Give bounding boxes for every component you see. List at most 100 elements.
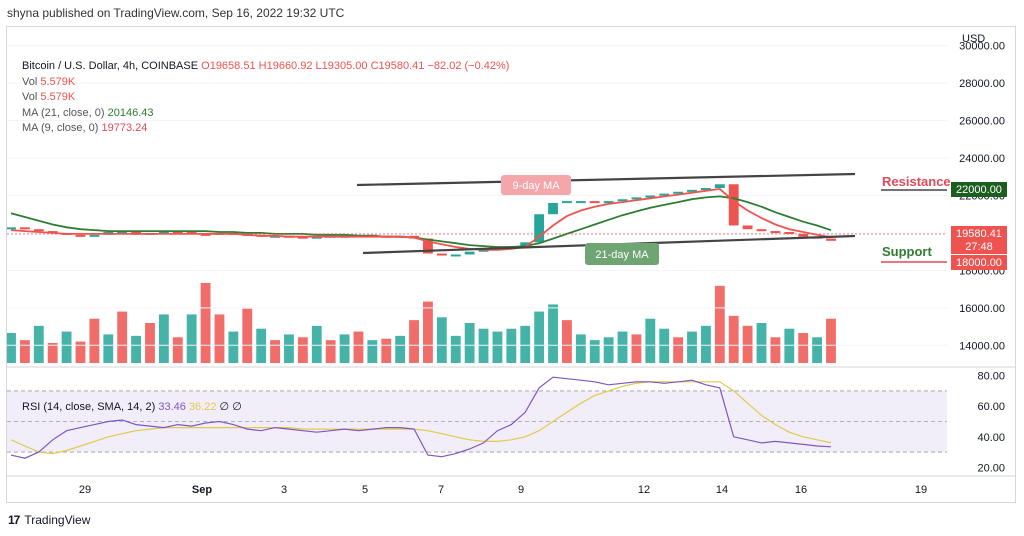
countdown-value: 27:48	[965, 241, 993, 253]
tradingview-brand: TradingView	[24, 513, 91, 527]
time-tick-label: 5	[362, 484, 368, 496]
resistance-label: Resistance	[882, 174, 951, 189]
volume-bar	[7, 333, 16, 363]
volume-bar	[436, 317, 447, 363]
volume-bar	[548, 304, 558, 363]
price-tick-label: 30000.00	[959, 41, 1005, 53]
price-candle	[798, 233, 809, 237]
volume-bar	[381, 338, 392, 363]
ohlc-high: H19660.92	[258, 60, 313, 72]
volume-bar	[742, 325, 753, 363]
volume-bar	[575, 334, 586, 363]
volume-bar	[61, 331, 72, 363]
ma21-label: MA (21, close, 0)	[22, 106, 105, 119]
ma9-row: MA (9, close, 0) 19773.24	[22, 121, 509, 137]
volume-bar	[339, 334, 350, 363]
price-grid	[7, 45, 947, 346]
price-candle	[742, 225, 753, 230]
time-tick-label: 14	[716, 484, 728, 496]
volume-bar	[367, 340, 378, 363]
volume-bar	[728, 315, 739, 363]
price-candle	[756, 229, 767, 232]
support-level-value: 18000.00	[956, 257, 1002, 269]
volume-bar	[242, 308, 253, 363]
price-candle	[297, 236, 308, 239]
rsi-tick-label: 80.00	[977, 371, 1005, 383]
rsi-na-2: ∅	[232, 401, 242, 413]
volume-bar	[506, 328, 517, 363]
volume-bar	[145, 323, 155, 363]
price-candle	[714, 184, 725, 189]
volume-bar	[687, 331, 697, 363]
volume-bar	[353, 331, 364, 363]
vol-label: Vol	[22, 75, 38, 88]
ma9-callout-label: 9-day MA	[512, 180, 560, 192]
volume-bar	[325, 340, 336, 363]
volume-bar	[562, 320, 572, 363]
price-candle	[603, 201, 614, 204]
volume-bar	[700, 325, 711, 363]
volume-bar	[200, 283, 211, 363]
volume-bar	[131, 335, 142, 363]
ma21-callout-label: 21-day MA	[595, 249, 649, 261]
vol2-value: 5.579K	[40, 91, 76, 103]
price-candle	[520, 242, 531, 247]
rsi-label: RSI (14, close, SMA, 14, 2)	[22, 401, 156, 413]
volume-bar	[89, 318, 100, 363]
price-candle	[450, 254, 461, 257]
ohlc-low: L19305.00	[315, 60, 368, 72]
price-candle	[75, 234, 86, 237]
last-price-value: 19580.41	[956, 228, 1002, 240]
chart-legend: Bitcoin / U.S. Dollar, 4h, COINBASE O196…	[22, 59, 509, 137]
price-series	[7, 184, 836, 257]
rsi-axis[interactable]: 80.00 60.00 40.00 20.00	[977, 371, 1005, 475]
time-axis[interactable]: 29 Sep 3 5 7 9 12 14 16 19	[79, 484, 927, 496]
price-candle	[436, 253, 447, 256]
volume-bar	[19, 340, 30, 363]
resistance-trendline	[356, 172, 856, 187]
volume-bar	[617, 331, 628, 363]
volume-bar	[673, 337, 684, 363]
volume-bar	[75, 341, 86, 363]
resistance-level-tag: 22000.00	[951, 182, 1007, 197]
volume-bar	[603, 337, 614, 363]
last-price-tag: 19580.41 27:48	[951, 226, 1007, 254]
volume-bar	[186, 314, 197, 363]
vol-row: Vol 5.579K	[22, 75, 509, 91]
volume-bar	[117, 311, 128, 363]
price-candle	[562, 201, 572, 204]
volume-bar	[714, 285, 725, 363]
rsi-tick-label: 20.00	[977, 462, 1005, 474]
volume-bar	[172, 337, 183, 363]
ma21-value: 20146.43	[107, 106, 154, 119]
price-candle	[617, 199, 628, 202]
ma9-label: MA (9, close, 0)	[22, 122, 99, 134]
rsi-tick-label: 60.00	[977, 401, 1005, 413]
price-candle	[172, 231, 183, 234]
volume-bar	[464, 323, 475, 363]
price-candle	[158, 231, 169, 234]
price-chart[interactable]: 9-day MA 21-day MA Resistance Support US…	[7, 27, 1015, 502]
volume-bar	[798, 333, 809, 363]
price-candle	[117, 231, 128, 234]
price-tick-label: 14000.00	[959, 340, 1005, 352]
symbol-title: Bitcoin / U.S. Dollar, 4h, COINBASE	[22, 60, 199, 72]
time-tick-label: 16	[795, 484, 807, 496]
volume-bar	[409, 320, 419, 363]
price-candle	[19, 227, 30, 230]
volume-bar	[450, 335, 461, 363]
volume-bar	[395, 335, 406, 363]
price-candle	[687, 189, 697, 192]
volume-bars	[7, 283, 836, 363]
rsi-sma-value: 36.22	[188, 401, 217, 413]
footer-brand[interactable]: 17 TradingView	[8, 513, 90, 527]
volume-bar	[103, 334, 114, 363]
price-candle	[659, 193, 670, 196]
volume-bar	[228, 331, 239, 363]
volume-bar	[423, 301, 433, 363]
rsi-sma-line	[10, 381, 832, 455]
volume-bar	[534, 311, 545, 363]
volume-bar	[659, 328, 670, 363]
price-tick-label: 28000.00	[959, 78, 1005, 90]
price-tick-label: 16000.00	[959, 303, 1005, 315]
